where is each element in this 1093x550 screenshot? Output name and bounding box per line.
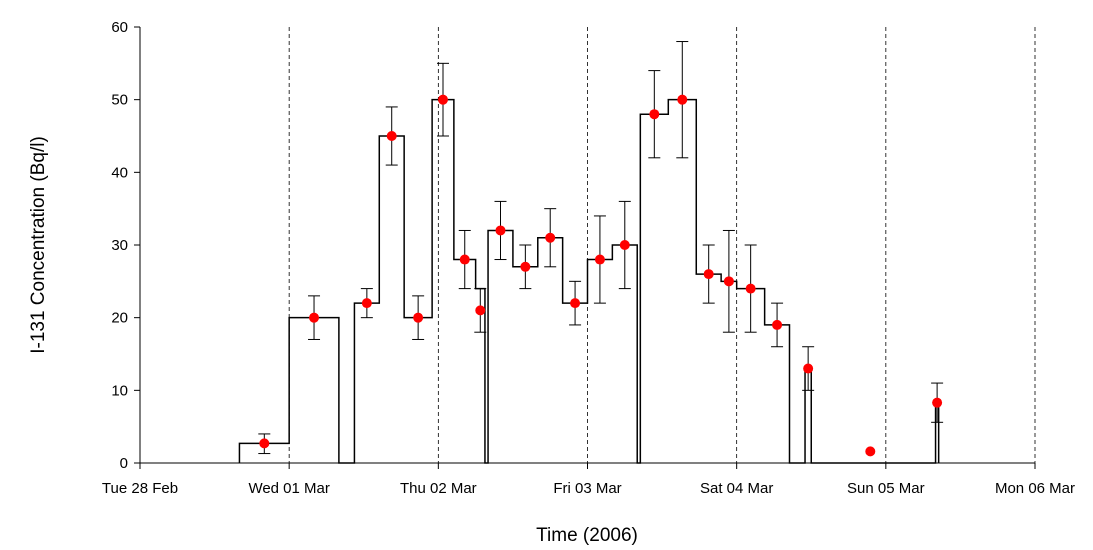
error-bars bbox=[258, 41, 944, 455]
data-point bbox=[745, 283, 756, 294]
x-tick-label: Tue 28 Feb bbox=[102, 480, 178, 497]
x-tick-label: Fri 03 Mar bbox=[553, 480, 621, 497]
data-point bbox=[459, 254, 470, 265]
step-series bbox=[238, 98, 940, 464]
data-point bbox=[495, 225, 506, 236]
data-point bbox=[594, 254, 605, 265]
y-tick-label: 60 bbox=[111, 19, 128, 36]
data-point bbox=[677, 94, 688, 105]
data-point bbox=[932, 397, 943, 408]
data-point bbox=[649, 109, 660, 120]
data-point bbox=[259, 438, 270, 449]
data-point bbox=[545, 232, 556, 243]
data-point bbox=[386, 131, 397, 141]
x-tick-label: Mon 06 Mar bbox=[995, 480, 1075, 497]
data-point bbox=[865, 446, 876, 457]
data-point bbox=[309, 312, 320, 323]
data-point bbox=[803, 363, 814, 374]
data-point bbox=[703, 269, 714, 280]
data-point bbox=[723, 276, 734, 287]
data-point bbox=[475, 305, 486, 316]
x-tick-label: Sun 05 Mar bbox=[847, 480, 925, 497]
y-tick-label: 40 bbox=[111, 164, 128, 181]
x-tick-label: Thu 02 Mar bbox=[400, 480, 477, 497]
tick-labels: 0 10 20 30 40 50 60 Tue 28 Feb Wed 01 Mar Thu 02 … bbox=[102, 19, 1075, 497]
x-axis-title: Time (2006) bbox=[536, 525, 638, 546]
y-axis-title: I-131 Concentration (Bq/l) bbox=[28, 136, 49, 354]
y-tick-label: 10 bbox=[111, 382, 128, 399]
y-tick-label: 0 bbox=[120, 455, 128, 472]
data-point bbox=[437, 94, 448, 105]
data-point bbox=[772, 319, 783, 330]
data-point bbox=[619, 240, 630, 250]
x-tick-label: Wed 01 Mar bbox=[248, 480, 329, 497]
data-point bbox=[520, 261, 531, 272]
data-point bbox=[361, 298, 372, 309]
y-tick-label: 30 bbox=[111, 237, 128, 254]
x-tick-label: Sat 04 Mar bbox=[700, 480, 773, 497]
y-tick-label: 20 bbox=[111, 310, 128, 327]
data-points bbox=[259, 94, 943, 457]
vertical-gridlines bbox=[288, 27, 1036, 463]
y-tick-label: 50 bbox=[111, 92, 128, 109]
data-point bbox=[570, 298, 581, 309]
data-point bbox=[413, 312, 424, 323]
step-line bbox=[238, 98, 940, 464]
axes bbox=[134, 26, 1036, 469]
